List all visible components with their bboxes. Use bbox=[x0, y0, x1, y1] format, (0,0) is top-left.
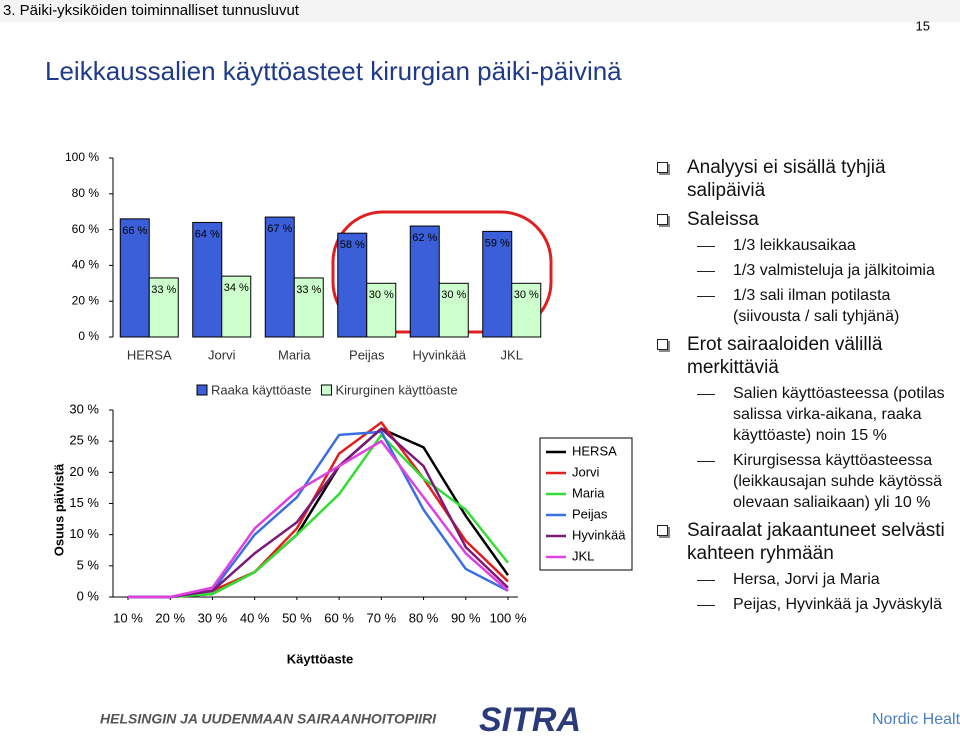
legend-label: Jorvi bbox=[572, 464, 600, 479]
bar bbox=[192, 221, 223, 338]
y-tick-label: 40 % bbox=[72, 258, 100, 272]
bullet-item: 1/3 valmisteluja ja jälkitoimia bbox=[655, 260, 955, 281]
bar bbox=[409, 225, 440, 338]
legend-box bbox=[539, 437, 633, 571]
line-series bbox=[128, 439, 509, 599]
data-label: 59 % bbox=[485, 237, 510, 249]
data-label: 30 % bbox=[369, 289, 394, 301]
y-tick-label: 5 % bbox=[77, 557, 100, 572]
bar bbox=[511, 282, 542, 338]
data-label: 67 % bbox=[267, 223, 292, 235]
bullet-item: Hersa, Jorvi ja Maria bbox=[655, 569, 955, 590]
legend-label: Peijas bbox=[572, 506, 608, 521]
x-tick-label: 70 % bbox=[367, 610, 397, 625]
data-label: 58 % bbox=[340, 239, 365, 251]
x-tick-label: 100 % bbox=[490, 610, 527, 625]
y-tick-label: 0 % bbox=[78, 329, 99, 343]
x-axis-label: Käyttöaste bbox=[287, 651, 353, 666]
bar bbox=[119, 218, 150, 338]
bar bbox=[221, 275, 252, 338]
x-tick-label: Jorvi bbox=[208, 347, 236, 362]
bullet-item: Analyysi ei sisällä tyhjiä salipäiviä bbox=[655, 156, 955, 202]
x-tick-label: 10 % bbox=[113, 610, 143, 625]
legend-swatch bbox=[320, 384, 332, 396]
slide-title: Leikkaussalien käyttöasteet kirurgian pä… bbox=[45, 56, 622, 86]
footer-right: Nordic Healthcare Group bbox=[872, 711, 960, 728]
x-tick-label: JKL bbox=[501, 347, 523, 362]
bullet-item: Sairaalat jakaantuneet selvästi kahteen … bbox=[655, 519, 955, 565]
x-tick-label: HERSA bbox=[127, 347, 172, 362]
y-tick-label: 100 % bbox=[65, 150, 99, 164]
x-tick-label: 30 % bbox=[198, 610, 228, 625]
footer-center: SITRA bbox=[479, 701, 581, 739]
y-tick-label: 80 % bbox=[72, 186, 100, 200]
legend-label: Kirurginen käyttöaste bbox=[335, 382, 457, 397]
data-label: 64 % bbox=[195, 228, 220, 240]
x-tick-label: Maria bbox=[278, 347, 311, 362]
bullet-item: Saleissa bbox=[655, 208, 955, 231]
x-tick-label: 40 % bbox=[240, 610, 270, 625]
footer-left: HELSINGIN JA UUDENMAAN SAIRAANHOITOPIIRI bbox=[100, 711, 437, 727]
x-tick-label: Hyvinkää bbox=[413, 347, 467, 362]
y-tick-label: 0 % bbox=[77, 588, 100, 603]
data-label: 66 % bbox=[122, 225, 147, 237]
bullet-item: 1/3 leikkausaikaa bbox=[655, 235, 955, 256]
y-tick-label: 15 % bbox=[69, 495, 99, 510]
data-label: 30 % bbox=[514, 289, 539, 301]
y-tick-label: 20 % bbox=[69, 464, 99, 479]
legend-label: Hyvinkää bbox=[572, 527, 626, 542]
x-tick-label: 60 % bbox=[324, 610, 354, 625]
y-tick-label: 30 % bbox=[69, 401, 99, 416]
bullet-item: Erot sairaaloiden välillä merkittäviä bbox=[655, 333, 955, 379]
line-series bbox=[128, 420, 509, 599]
data-label: 62 % bbox=[412, 232, 437, 244]
data-label: 30 % bbox=[441, 289, 466, 301]
bullet-item: 1/3 sali ilman potilasta (siivousta / sa… bbox=[655, 285, 955, 327]
data-label: 33 % bbox=[151, 284, 176, 296]
legend-label: Maria bbox=[572, 485, 605, 500]
section: 3. Päiki-yksiköiden toiminnalliset tunnu… bbox=[3, 2, 300, 19]
bullet-item: Salien käyttöasteessa (potilas salissa v… bbox=[655, 383, 955, 446]
bullet-item: Kirurgisessa käyttöasteessa (leikkausaja… bbox=[655, 450, 955, 513]
y-tick-label: 10 % bbox=[69, 526, 99, 541]
legend-label: Raaka käyttöaste bbox=[211, 382, 311, 397]
data-label: 34 % bbox=[224, 282, 249, 294]
bullet-list: Analyysi ei sisällä tyhjiä salipäiviä Sal… bbox=[655, 150, 955, 615]
bar bbox=[337, 232, 368, 338]
page-number: 15 bbox=[916, 18, 930, 33]
bar bbox=[293, 277, 324, 338]
top-bar bbox=[0, 0, 960, 22]
line-series bbox=[128, 427, 509, 599]
legend-swatch bbox=[196, 384, 208, 396]
x-tick-label: 50 % bbox=[282, 610, 312, 625]
x-tick-label: 20 % bbox=[155, 610, 185, 625]
bar bbox=[264, 216, 295, 338]
line-series bbox=[128, 432, 509, 599]
x-tick-label: Peijas bbox=[349, 347, 385, 362]
legend-label: HERSA bbox=[572, 443, 617, 458]
y-tick-label: 60 % bbox=[72, 222, 100, 236]
y-tick-label: 25 % bbox=[69, 433, 99, 448]
y-tick-label: 20 % bbox=[72, 293, 100, 307]
legend-label: JKL bbox=[572, 548, 594, 563]
bar bbox=[148, 277, 179, 338]
y-axis-label: Osuus päivistä bbox=[51, 463, 66, 556]
data-label: 33 % bbox=[296, 284, 321, 296]
bullet-item: Peijas, Hyvinkää ja Jyväskylä bbox=[655, 594, 955, 615]
bar bbox=[438, 282, 469, 338]
x-tick-label: 80 % bbox=[409, 610, 439, 625]
bar bbox=[366, 282, 397, 338]
x-tick-label: 90 % bbox=[451, 610, 481, 625]
